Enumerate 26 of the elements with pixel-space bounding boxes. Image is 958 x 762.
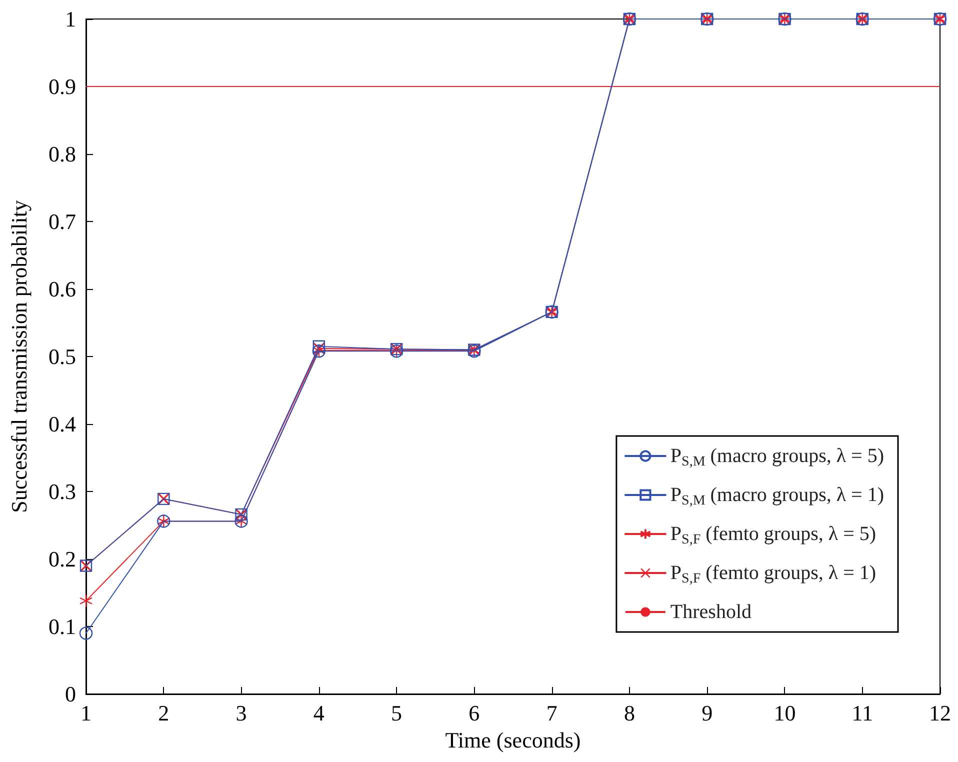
y-tick-label: 1 xyxy=(65,6,76,32)
y-tick-label: 0.6 xyxy=(48,276,76,302)
y-tick-label: 0 xyxy=(65,682,76,706)
y-tick-label: 0.2 xyxy=(48,546,76,572)
y-tick-label: 0.8 xyxy=(48,142,76,166)
y-tick-label: 0.7 xyxy=(48,209,76,234)
x-tick-label: 9 xyxy=(702,700,713,726)
x-tick-label: 10 xyxy=(774,700,796,726)
legend-label: Threshold xyxy=(670,601,752,623)
x-tick-label: 3 xyxy=(236,700,247,726)
y-tick-label: 0.3 xyxy=(48,479,76,504)
x-tick-label: 8 xyxy=(624,700,635,726)
x-tick-label: 4 xyxy=(313,700,324,726)
x-tick-label: 12 xyxy=(929,700,951,726)
y-tick-label: 0.4 xyxy=(48,412,76,436)
x-tick-label: 6 xyxy=(468,700,480,726)
y-tick-label: 0.1 xyxy=(48,614,76,639)
x-tick-label: 1 xyxy=(80,700,92,726)
x-axis-title: Time (seconds) xyxy=(445,727,581,752)
x-tick-label: 5 xyxy=(391,700,402,726)
x-tick-label: 2 xyxy=(158,700,170,726)
x-tick-label: 7 xyxy=(546,700,558,726)
y-tick-label: 0.5 xyxy=(48,344,76,369)
x-tick-label: 11 xyxy=(852,700,873,726)
y-axis-title: Successful transmission probability xyxy=(6,200,32,513)
y-tick-label: 0.9 xyxy=(48,74,76,99)
